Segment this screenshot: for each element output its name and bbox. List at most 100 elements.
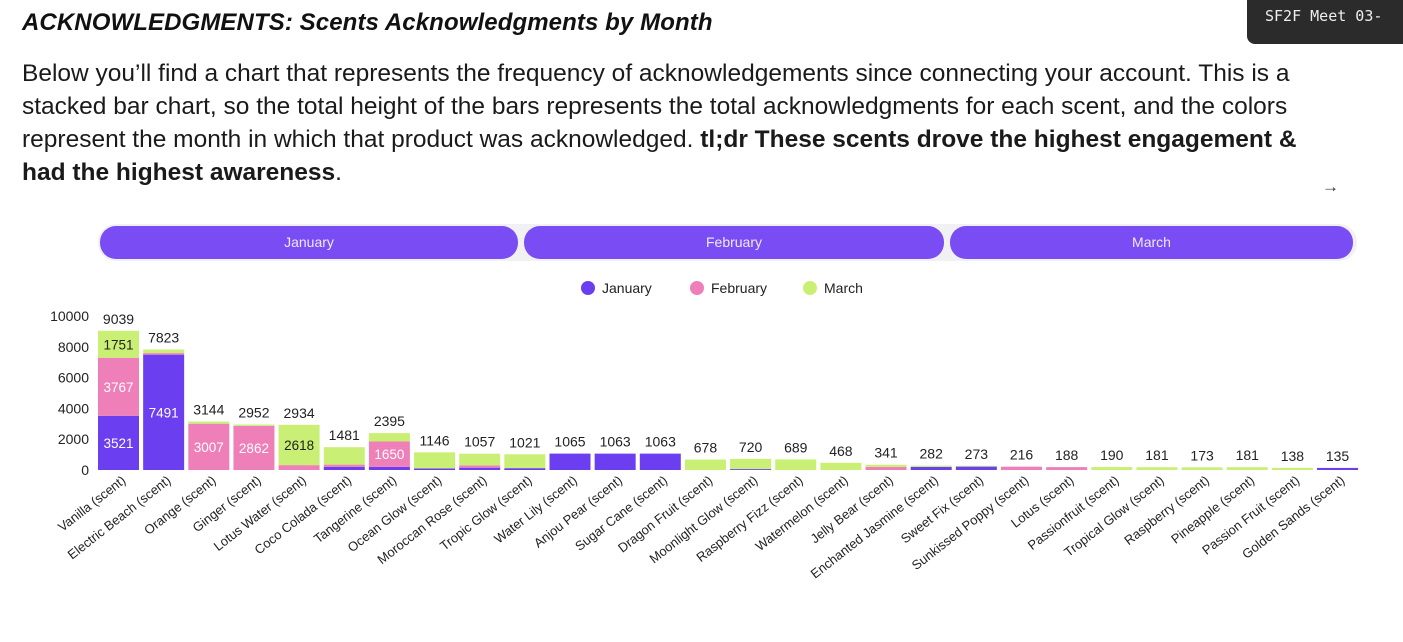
bar-segment: [233, 424, 275, 426]
bar-total-label: 1063: [600, 434, 631, 450]
bar-total-label: 188: [1055, 447, 1079, 463]
bar-segment: [955, 465, 997, 467]
intro-bold-summary: tl;dr These scents drove the highest eng…: [22, 126, 1297, 186]
bar-total-label: 282: [920, 446, 944, 462]
bar-total-label: 720: [739, 439, 763, 455]
bar-segment: [414, 468, 456, 470]
legend-swatch-february: [690, 281, 704, 295]
bar-total-label: 689: [784, 439, 808, 455]
bar-total-label: 2395: [374, 413, 405, 429]
bar-segment: [323, 466, 365, 470]
bar-segment: [865, 464, 907, 467]
bar-segment: [188, 421, 230, 424]
bar-total-label: 3144: [193, 402, 224, 418]
bar-segment: [1226, 467, 1268, 470]
bar-segment: [98, 415, 139, 470]
bar-segment-label: 3007: [194, 440, 224, 455]
bar-total-label: 7823: [148, 330, 179, 346]
bar-segment: [865, 466, 907, 470]
bar-segment: [910, 465, 952, 467]
bar-total-label: 1481: [329, 427, 360, 443]
bar-total-label: 1146: [419, 432, 449, 448]
bar-segment-label: 2862: [239, 441, 269, 456]
bar-total-label: 341: [874, 445, 898, 461]
bar-segment: [1317, 467, 1359, 470]
bar-segment: [188, 423, 230, 470]
bar-segment: [278, 424, 320, 466]
bar-total-label: 1065: [554, 434, 585, 450]
bar-segment-label: 7491: [149, 405, 179, 420]
bar-segment: [639, 453, 681, 470]
legend-swatch-january: [581, 281, 595, 295]
page-title: ACKNOWLEDGMENTS: Scents Acknowledgments …: [22, 9, 713, 36]
y-tick-label: 0: [81, 462, 89, 478]
y-tick-label: 8000: [58, 339, 89, 355]
bar-segment: [1001, 466, 1042, 470]
bar-total-label: 173: [1190, 447, 1214, 463]
bar-segment: [459, 465, 501, 468]
bar-total-label: 468: [829, 443, 853, 459]
month-filter-bar: January February March: [98, 224, 1357, 261]
month-button-january[interactable]: January: [100, 226, 518, 259]
bar-segment: [504, 468, 546, 470]
bar-total-label: 181: [1236, 447, 1260, 463]
bar-total-label: 2952: [238, 405, 269, 421]
bar-segment: [1046, 467, 1088, 470]
arrow-right-icon[interactable]: →: [1322, 177, 1339, 196]
bar-segment: [143, 349, 185, 354]
bar-segment: [1181, 467, 1223, 470]
bar-segment: [730, 469, 772, 470]
stacked-bar-chart: 0 2000 4000 6000 8000 10000 January February Mar…: [50, 280, 1359, 581]
bar-segment-label: 1751: [103, 337, 133, 352]
month-button-march[interactable]: March: [950, 226, 1353, 259]
intro-end: .: [335, 159, 342, 186]
bar-segment: [323, 447, 365, 465]
bar-total-label: 9039: [103, 311, 134, 327]
bar-segment-label: 2618: [284, 438, 314, 453]
legend-label-january: January: [602, 280, 652, 296]
bar-total-label: 273: [965, 446, 989, 462]
bar-segment: [955, 466, 997, 470]
bar-total-label: 1021: [509, 434, 540, 450]
y-tick-label: 6000: [58, 370, 89, 386]
intro-text: Below you’ll find a chart that represent…: [22, 60, 1290, 153]
bar-total-label: 190: [1100, 447, 1124, 463]
bar-segment: [143, 353, 185, 355]
bar-segment: [98, 330, 139, 358]
meeting-badge: SF2F Meet 03-: [1247, 0, 1403, 44]
bar-segment: [1091, 467, 1133, 470]
y-tick-label: 4000: [58, 400, 89, 416]
bar-segment: [730, 458, 772, 470]
intro-paragraph: Below you’ll find a chart that represent…: [22, 57, 1322, 189]
y-tick-label: 10000: [50, 308, 89, 324]
bar-segment: [594, 453, 636, 470]
bar-segment: [278, 465, 320, 470]
bar-segment: [684, 459, 726, 470]
bar-total-label: 216: [1010, 447, 1034, 463]
bar-segment: [504, 454, 546, 469]
bar-segment: [368, 441, 410, 467]
bar-segment: [459, 467, 501, 470]
y-tick-label: 2000: [58, 431, 89, 447]
bar-total-label: 678: [694, 440, 718, 456]
month-button-february[interactable]: February: [524, 226, 944, 259]
bar-segment: [98, 357, 139, 416]
bar-segment-label: 3521: [103, 436, 133, 451]
bar-segment: [910, 466, 952, 470]
bar-total-label: 2934: [284, 405, 315, 421]
bar-segment: [323, 464, 365, 467]
bar-segment: [775, 459, 817, 470]
bar-segment: [414, 452, 456, 469]
legend-swatch-march: [803, 281, 817, 295]
bar-segment: [1271, 467, 1313, 470]
bar-segment: [368, 433, 410, 442]
bar-segment: [1136, 467, 1178, 470]
bar-segment-label: 3767: [103, 380, 133, 395]
bar-total-label: 135: [1326, 448, 1350, 464]
bar-segment-label: 1650: [374, 447, 404, 462]
legend-label-february: February: [711, 280, 767, 296]
bar-total-label: 1063: [645, 434, 676, 450]
bar-segment: [820, 462, 862, 470]
bar-segment: [459, 453, 501, 466]
bar-segment: [233, 425, 275, 470]
